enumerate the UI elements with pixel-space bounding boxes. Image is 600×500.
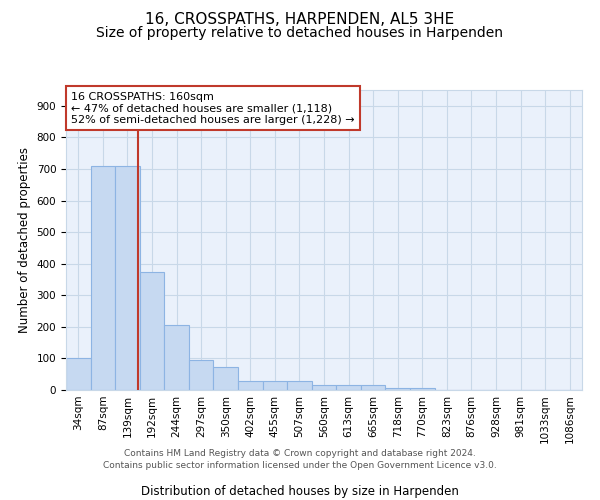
- Bar: [410, 388, 434, 390]
- Text: Contains public sector information licensed under the Open Government Licence v3: Contains public sector information licen…: [103, 461, 497, 470]
- Bar: [189, 360, 214, 390]
- Bar: [263, 380, 287, 390]
- Bar: [287, 380, 312, 390]
- Bar: [115, 166, 140, 390]
- Bar: [238, 381, 263, 390]
- Bar: [214, 368, 238, 390]
- Bar: [361, 384, 385, 390]
- Text: Size of property relative to detached houses in Harpenden: Size of property relative to detached ho…: [97, 26, 503, 40]
- Text: Contains HM Land Registry data © Crown copyright and database right 2024.: Contains HM Land Registry data © Crown c…: [124, 448, 476, 458]
- Bar: [140, 272, 164, 390]
- Text: Distribution of detached houses by size in Harpenden: Distribution of detached houses by size …: [141, 484, 459, 498]
- Text: 16 CROSSPATHS: 160sqm
← 47% of detached houses are smaller (1,118)
52% of semi-d: 16 CROSSPATHS: 160sqm ← 47% of detached …: [71, 92, 355, 124]
- Bar: [312, 386, 336, 390]
- Bar: [385, 388, 410, 390]
- Bar: [164, 324, 189, 390]
- Bar: [336, 384, 361, 390]
- Bar: [66, 358, 91, 390]
- Y-axis label: Number of detached properties: Number of detached properties: [18, 147, 31, 333]
- Text: 16, CROSSPATHS, HARPENDEN, AL5 3HE: 16, CROSSPATHS, HARPENDEN, AL5 3HE: [145, 12, 455, 28]
- Bar: [91, 166, 115, 390]
